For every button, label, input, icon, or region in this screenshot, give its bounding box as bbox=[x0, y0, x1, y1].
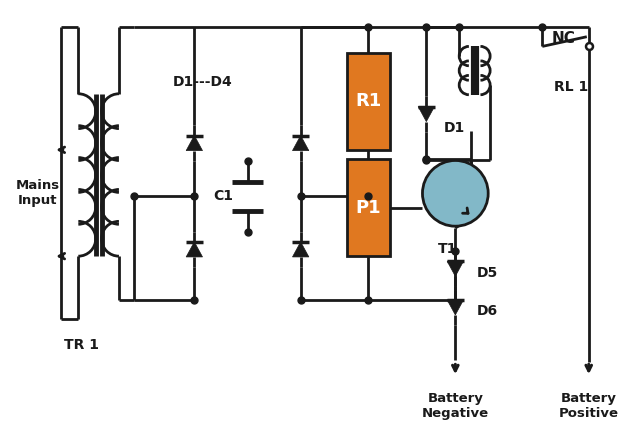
Polygon shape bbox=[186, 136, 202, 151]
Text: T1: T1 bbox=[438, 242, 458, 256]
Text: Battery
Negative: Battery Negative bbox=[422, 393, 489, 421]
Text: P1: P1 bbox=[356, 199, 381, 217]
Polygon shape bbox=[447, 300, 463, 315]
Polygon shape bbox=[447, 261, 463, 276]
Circle shape bbox=[422, 160, 488, 226]
Text: D5: D5 bbox=[477, 265, 498, 279]
Text: NC: NC bbox=[552, 31, 576, 46]
Text: D1---D4: D1---D4 bbox=[173, 75, 233, 89]
Text: RL 1: RL 1 bbox=[554, 80, 588, 94]
Text: Mains
Input: Mains Input bbox=[15, 179, 60, 207]
Polygon shape bbox=[292, 136, 309, 151]
Text: D6: D6 bbox=[477, 304, 498, 318]
Text: C1: C1 bbox=[213, 189, 234, 203]
FancyBboxPatch shape bbox=[347, 53, 390, 150]
Text: D1: D1 bbox=[444, 120, 465, 134]
Text: TR 1: TR 1 bbox=[64, 338, 99, 352]
Text: Battery
Positive: Battery Positive bbox=[559, 393, 619, 421]
Polygon shape bbox=[292, 242, 309, 257]
Polygon shape bbox=[186, 242, 202, 257]
Text: R1: R1 bbox=[355, 92, 381, 111]
Polygon shape bbox=[418, 106, 435, 122]
FancyBboxPatch shape bbox=[347, 159, 390, 256]
